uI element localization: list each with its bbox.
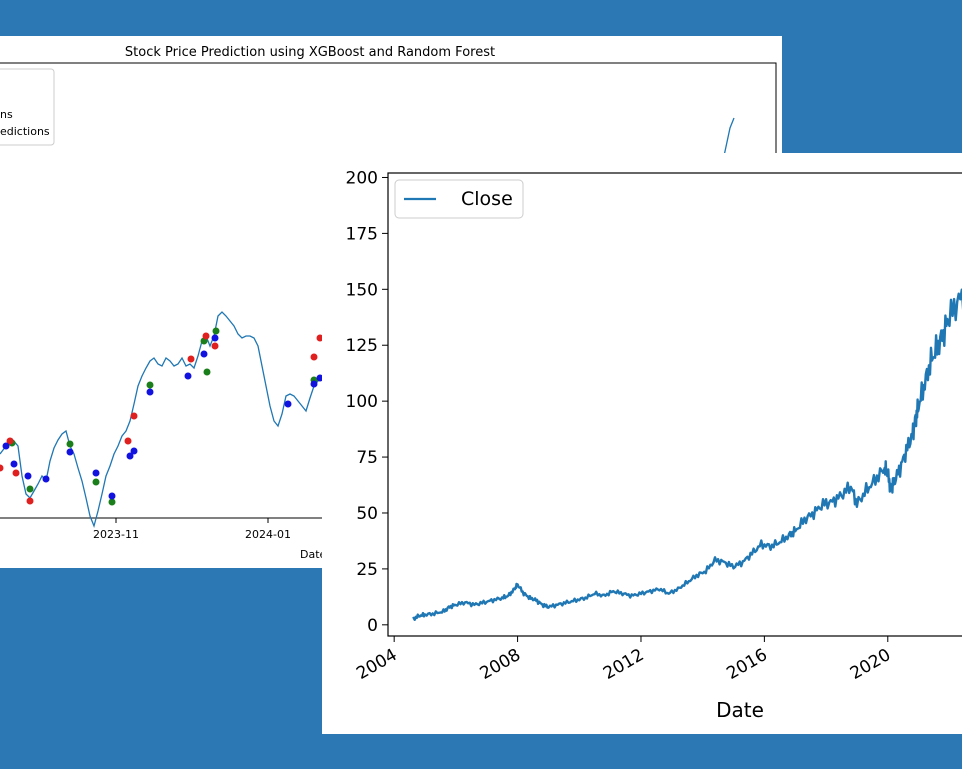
random-forest-prediction-point <box>2 442 10 450</box>
random-forest-prediction-point <box>310 380 318 388</box>
actual-point <box>203 368 211 376</box>
random-forest-prediction-point <box>184 372 192 380</box>
x-tick-label: 2008 <box>477 645 524 684</box>
random-forest-prediction-point <box>284 400 292 408</box>
random-forest-prediction-point <box>211 334 219 342</box>
actual-point <box>66 440 74 448</box>
x-tick-label: 2023-11 <box>93 528 139 541</box>
x-tick-label: 2024-01 <box>245 528 291 541</box>
y-tick-label: 50 <box>356 504 378 524</box>
close-series-line <box>412 288 962 621</box>
random-forest-prediction-point <box>108 492 116 500</box>
actual-point <box>212 327 220 335</box>
y-tick-label: 200 <box>346 168 378 188</box>
legend-entry-2: edictions <box>0 125 50 138</box>
random-forest-prediction-point <box>316 374 324 382</box>
y-tick-label: 75 <box>356 448 378 468</box>
xgboost-prediction-point <box>6 437 14 445</box>
actual-point <box>146 381 154 389</box>
random-forest-prediction-point <box>42 475 50 483</box>
y-tick-label: 175 <box>346 224 378 244</box>
xgboost-prediction-point <box>310 353 318 361</box>
random-forest-prediction-point <box>10 460 18 468</box>
xgboost-prediction-point <box>130 412 138 420</box>
close-price-chart: 0 25 50 75 100 125 150 175 200 2004 2008 2012 2016 2… <box>346 168 962 722</box>
y-tick-label: 0 <box>367 616 378 636</box>
x-axis-label: Date <box>300 548 327 561</box>
legend-box <box>0 68 55 146</box>
xgboost-prediction-point <box>0 464 4 472</box>
y-tick-label: 25 <box>356 560 378 580</box>
random-forest-prediction-point <box>126 452 134 460</box>
legend-entry-1: ns <box>0 108 13 121</box>
actual-point <box>92 478 100 486</box>
y-tick-label: 125 <box>346 336 378 356</box>
xgboost-prediction-point <box>26 497 34 505</box>
y-tick-label: 100 <box>346 392 378 412</box>
x-tick-label: 2020 <box>847 645 894 684</box>
close-price-line <box>0 311 323 529</box>
random-forest-prediction-point <box>200 350 208 358</box>
random-forest-prediction-point <box>24 472 32 480</box>
legend-label: Close <box>461 188 513 210</box>
xgboost-prediction-point <box>202 332 210 340</box>
random-forest-prediction-point <box>130 447 138 455</box>
random-forest-prediction-point <box>66 448 74 456</box>
xgboost-prediction-point <box>12 469 20 477</box>
random-forest-prediction-point <box>92 469 100 477</box>
actual-point <box>26 485 34 493</box>
x-axis-label: Date <box>716 698 764 722</box>
actual-point <box>108 498 116 506</box>
x-tick-label: 2012 <box>600 645 647 684</box>
xgboost-prediction-point <box>187 355 195 363</box>
plot-frame <box>387 172 962 637</box>
random-forest-prediction-point <box>146 388 154 396</box>
y-tick-label: 150 <box>346 280 378 300</box>
chart-title: Stock Price Prediction using XGBoost and… <box>125 45 495 60</box>
legend-box <box>394 179 524 219</box>
close-price-figure-window: 0 25 50 75 100 125 150 175 200 2004 2008 2012 2016 2… <box>322 153 962 734</box>
x-tick-label: 2016 <box>723 645 770 684</box>
xgboost-prediction-point <box>316 334 324 342</box>
xgboost-prediction-point <box>124 437 132 445</box>
x-tick-label: 2004 <box>353 645 400 684</box>
xgboost-prediction-point <box>211 342 219 350</box>
